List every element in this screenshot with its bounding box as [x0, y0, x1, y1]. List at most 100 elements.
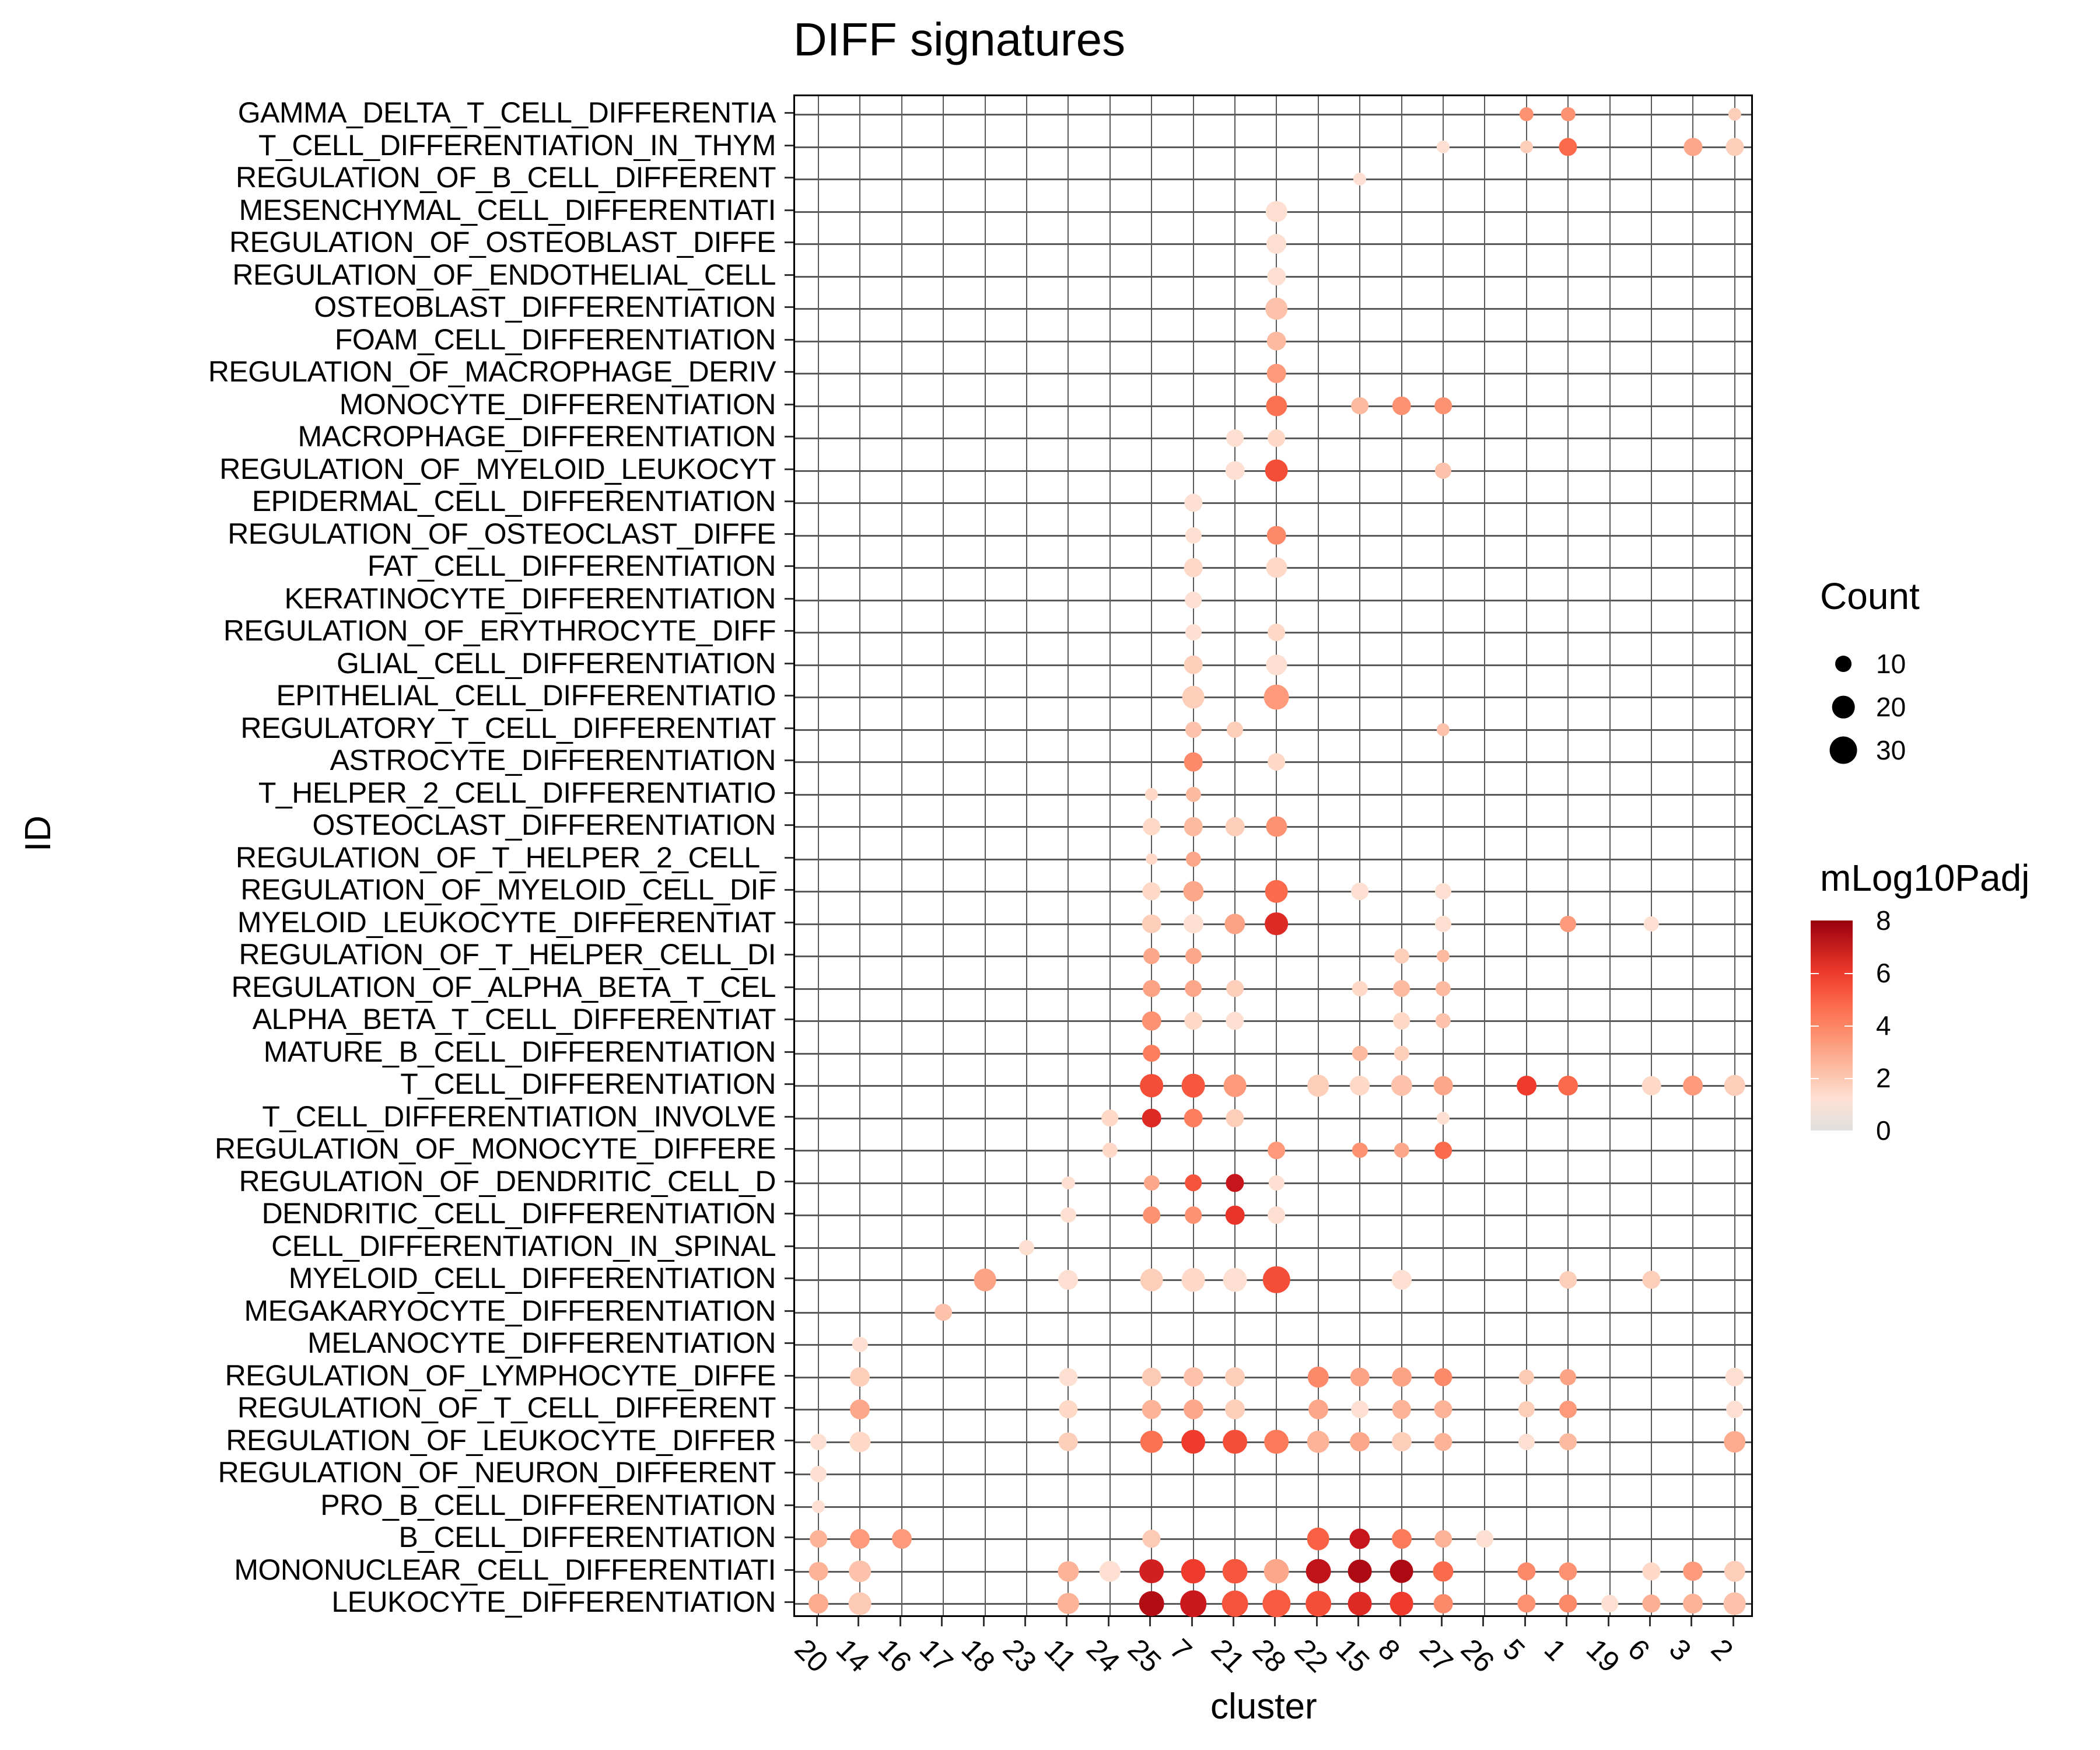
gridline-x [1068, 96, 1069, 1615]
data-point [1268, 1206, 1286, 1224]
y-tick [785, 986, 793, 988]
data-point [1352, 1142, 1368, 1158]
color-legend-label: 2 [1876, 1063, 1891, 1093]
x-tick [1357, 1617, 1360, 1626]
y-tick-label: OSTEOCLAST_DIFFERENTIATION [312, 808, 776, 841]
data-point [1184, 979, 1202, 998]
x-tick-label: 11 [1038, 1632, 1083, 1678]
gridline-x [1567, 96, 1569, 1615]
gridline-x [1317, 96, 1319, 1615]
data-point [1225, 817, 1245, 836]
data-point [1222, 1559, 1248, 1584]
x-tick-label: 7 [1163, 1632, 1198, 1667]
y-tick [785, 727, 793, 729]
data-point [1434, 1367, 1452, 1387]
y-tick [785, 695, 793, 696]
data-point [1434, 1142, 1452, 1159]
y-tick-label: REGULATION_OF_NEURON_DIFFERENT [218, 1456, 776, 1489]
data-point [808, 1562, 828, 1581]
data-point [852, 1336, 868, 1353]
y-axis-title: ID [18, 816, 58, 852]
y-tick-label: DENDRITIC_CELL_DIFFERENTIATION [261, 1197, 776, 1230]
x-tick [1107, 1617, 1110, 1626]
data-point [811, 1500, 825, 1513]
y-tick-label: MONOCYTE_DIFFERENTIATION [339, 387, 776, 421]
data-point [1143, 947, 1160, 965]
data-point [1728, 107, 1741, 121]
x-tick-label: 27 [1413, 1632, 1460, 1679]
gridline-x [1734, 96, 1735, 1615]
y-tick-label: OSTEOBLAST_DIFFERENTIATION [314, 290, 776, 323]
y-tick [785, 792, 793, 794]
y-tick [785, 371, 793, 373]
gridline-x [1609, 96, 1611, 1615]
data-point [1102, 1142, 1118, 1158]
data-point [1140, 1074, 1164, 1097]
y-tick [785, 306, 793, 308]
chart-title: DIFF signatures [793, 13, 1126, 65]
y-tick-label: REGULATION_OF_B_CELL_DIFFERENT [236, 161, 776, 194]
y-tick [785, 662, 793, 664]
data-point [1139, 1591, 1164, 1616]
data-point [1181, 1268, 1205, 1292]
data-point [1266, 201, 1287, 222]
data-point [1184, 655, 1203, 674]
data-point [1642, 1076, 1661, 1096]
data-point [1267, 331, 1286, 351]
data-point [1264, 1559, 1289, 1584]
x-tick [899, 1617, 901, 1626]
y-tick [785, 1278, 793, 1279]
y-tick-label: MELANOCYTE_DIFFERENTIATION [307, 1326, 776, 1359]
gridline-y [795, 146, 1751, 148]
data-point [1352, 981, 1368, 996]
y-tick [785, 1115, 793, 1118]
y-tick [785, 1180, 793, 1182]
data-point [1723, 1592, 1746, 1615]
data-point [1142, 1530, 1161, 1548]
x-tick-label: 28 [1247, 1632, 1293, 1679]
data-point [808, 1594, 828, 1614]
data-point [1560, 1368, 1577, 1385]
size-legend-label: 20 [1876, 692, 1906, 722]
y-tick [785, 468, 793, 470]
x-tick [1607, 1617, 1609, 1626]
data-point [1434, 1400, 1452, 1419]
data-point [1267, 363, 1286, 383]
x-tick-label: 17 [913, 1632, 960, 1679]
gridline-x [859, 96, 861, 1615]
data-point [1391, 1270, 1412, 1290]
data-point [1394, 1045, 1409, 1061]
y-tick [785, 209, 793, 211]
x-tick [1524, 1617, 1526, 1626]
data-point [1642, 1562, 1661, 1581]
data-point [1350, 1367, 1370, 1387]
data-point [1145, 788, 1158, 801]
x-tick [816, 1617, 818, 1626]
gridline-x [1484, 96, 1486, 1615]
gridline-x [984, 96, 986, 1615]
y-tick-label: REGULATION_OF_ERYTHROCYTE_DIFF [223, 614, 776, 647]
data-point [1434, 1432, 1452, 1451]
data-point [1184, 591, 1202, 609]
data-point [1185, 947, 1202, 965]
gridline-y [795, 729, 1751, 731]
data-point [1435, 981, 1451, 996]
data-point [1433, 1594, 1453, 1614]
x-tick-label: 1 [1538, 1632, 1573, 1667]
x-tick-label: 6 [1621, 1632, 1656, 1667]
y-tick [785, 1342, 793, 1344]
data-point [1305, 1591, 1331, 1616]
y-tick [785, 565, 793, 567]
data-point [1683, 1076, 1703, 1096]
data-point [1269, 1175, 1284, 1191]
y-tick [785, 1148, 793, 1150]
data-point [1143, 818, 1161, 835]
data-point [1060, 1207, 1076, 1223]
data-point [850, 1399, 870, 1419]
data-point [1265, 880, 1288, 903]
y-tick [785, 1407, 793, 1409]
data-point [1725, 1367, 1745, 1387]
y-tick [785, 1536, 793, 1538]
y-tick [785, 889, 793, 891]
y-tick-label: FOAM_CELL_DIFFERENTIATION [334, 323, 776, 356]
